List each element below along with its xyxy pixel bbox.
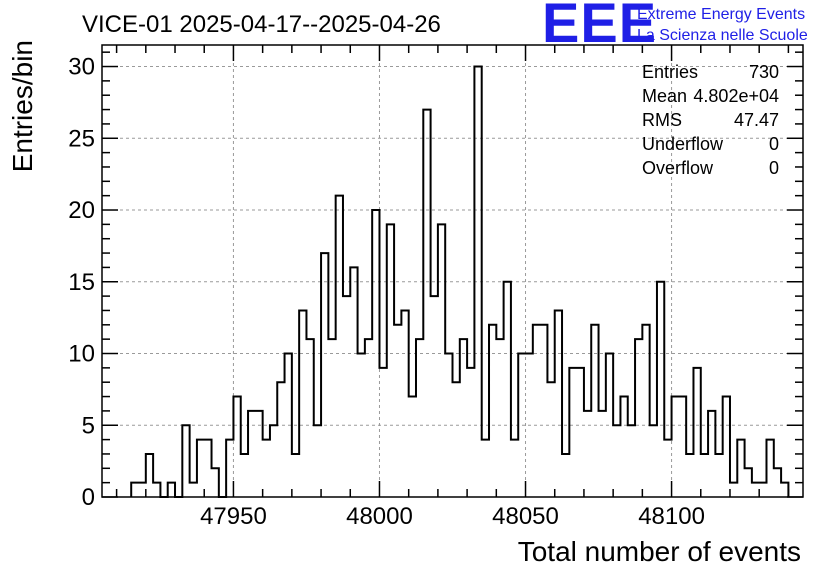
y-tick-label: 15 [68,269,95,296]
y-tick-label: 0 [82,484,95,511]
stats-value: 47.47 [734,110,779,130]
x-tick-label: 48100 [638,503,705,530]
stats-label: Overflow [642,158,714,178]
logo-line-2: La Scienza nelle Scuole [637,27,808,44]
stats-box: Entries 730 Mean 4.802e+04 RMS 47.47 Underflow… [642,62,779,178]
axis-ticks [102,45,803,498]
stats-value: 0 [769,134,779,154]
logo-mark: EEE [542,0,657,54]
chart-title: VICE-01 2025-04-17--2025-04-26 [82,11,441,38]
stats-value: 4.802e+04 [693,86,779,106]
y-tick-labels: 0 5 10 15 20 25 30 [68,54,95,511]
y-tick-label: 20 [68,197,95,224]
x-tick-labels: 47950 48000 48050 48100 [200,503,705,530]
x-axis-title: Total number of events [518,536,801,567]
y-tick-label: 10 [68,341,95,368]
stats-label: Entries [642,62,698,82]
stats-label: Mean [642,86,687,106]
x-tick-label: 47950 [200,503,267,530]
y-tick-label: 30 [68,54,95,81]
y-tick-label: 5 [82,412,95,439]
histogram-series [130,65,790,498]
stats-value: 0 [769,158,779,178]
stats-value: 730 [749,62,779,82]
stats-label: RMS [642,110,682,130]
plot-frame [101,44,804,498]
eee-logo: EEE Extreme Energy Events La Scienza nel… [542,0,808,54]
x-tick-label: 48050 [492,503,559,530]
stats-label: Underflow [642,134,724,154]
y-tick-label: 25 [68,125,95,152]
x-tick-label: 48000 [346,503,413,530]
logo-line-1: Extreme Energy Events [637,6,805,23]
y-axis-title: Entries/bin [7,40,38,172]
grid-lines [102,45,803,497]
